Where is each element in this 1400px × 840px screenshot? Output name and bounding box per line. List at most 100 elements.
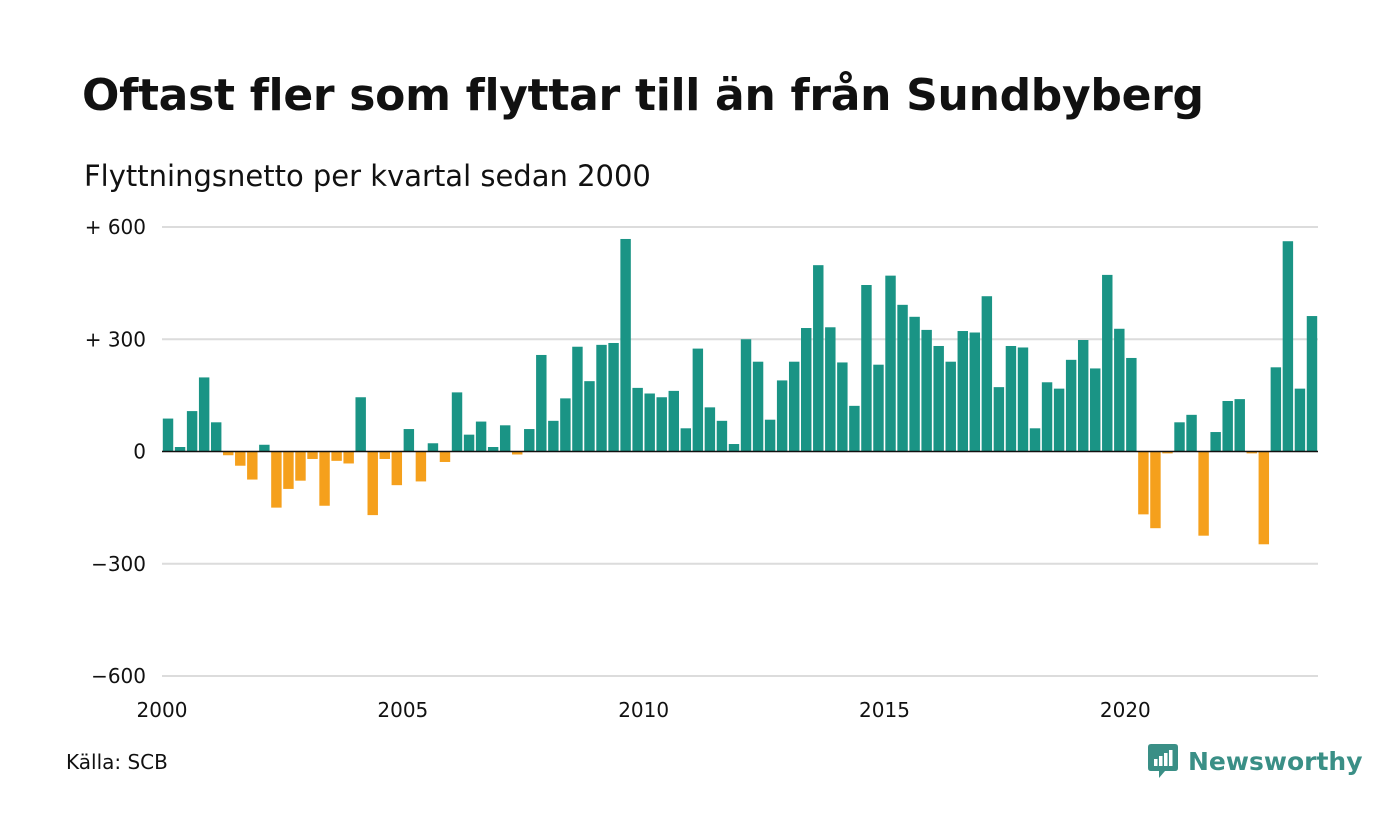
- brand-logo: Newsworthy: [1148, 744, 1363, 778]
- bar: [223, 451, 234, 456]
- bar: [1222, 400, 1233, 452]
- x-tick-label: 2000: [137, 698, 188, 722]
- bar: [1282, 241, 1294, 452]
- bar: [1102, 274, 1113, 452]
- bar: [813, 265, 824, 452]
- bar: [210, 422, 222, 452]
- bar: [198, 377, 210, 452]
- bar: [1174, 422, 1185, 452]
- bar: [1138, 451, 1149, 515]
- bar: [259, 444, 270, 452]
- bar: [235, 451, 246, 466]
- bar: [909, 316, 920, 452]
- bar: [644, 393, 655, 452]
- bar: [1294, 388, 1306, 452]
- bar: [307, 451, 318, 459]
- source-note: Källa: SCB: [66, 750, 168, 774]
- bar: [524, 429, 535, 452]
- bar: [247, 451, 258, 480]
- bar: [548, 420, 559, 452]
- bar: [560, 398, 571, 452]
- bar: [295, 451, 306, 481]
- bar: [271, 451, 282, 508]
- bar: [825, 327, 836, 452]
- bar: [1270, 367, 1282, 452]
- bar: [1029, 428, 1041, 452]
- x-axis-tick-labels: 2000 2005 2010 2015 2020: [137, 698, 1151, 722]
- bar: [596, 344, 607, 452]
- bar: [475, 421, 487, 452]
- bar: [837, 362, 848, 452]
- bars: [162, 238, 1318, 545]
- grid-lines: [162, 226, 1318, 677]
- bar: [1114, 328, 1125, 452]
- bar: [451, 392, 463, 452]
- bar: [186, 411, 198, 452]
- bar: [981, 296, 993, 452]
- x-tick-label: 2005: [377, 698, 428, 722]
- bar: [319, 451, 330, 506]
- bar: [1077, 340, 1089, 452]
- bar: [1053, 388, 1065, 452]
- y-tick-label: −300: [91, 552, 146, 576]
- bar: [921, 329, 932, 452]
- bar: [536, 354, 547, 452]
- bar: [584, 381, 595, 452]
- bar: [849, 405, 860, 452]
- bar: [355, 397, 366, 452]
- bar: [343, 451, 354, 464]
- bar: [776, 380, 788, 452]
- bar: [572, 346, 583, 452]
- bar: [692, 348, 704, 452]
- bar: [1234, 399, 1245, 452]
- bar: [656, 397, 667, 452]
- bar: [487, 447, 499, 452]
- bar: [174, 447, 186, 452]
- x-tick-label: 2020: [1100, 698, 1151, 722]
- bar: [1306, 316, 1318, 452]
- bar: [933, 345, 944, 452]
- bar: [680, 428, 692, 452]
- bar: [668, 390, 679, 452]
- bar: [427, 443, 439, 452]
- bar: [897, 304, 908, 452]
- bar: [379, 451, 390, 459]
- bar: [764, 419, 776, 452]
- chart-subtitle: Flyttningsnetto per kvartal sedan 2000: [84, 159, 651, 193]
- bar: [1198, 451, 1209, 536]
- bar: [873, 364, 884, 452]
- bar: [752, 361, 764, 452]
- y-tick-label: 0: [133, 440, 146, 464]
- bar: [993, 387, 1005, 452]
- bar: [1017, 347, 1029, 452]
- bar: [1005, 345, 1017, 452]
- y-tick-label: + 600: [85, 215, 146, 239]
- bar: [1065, 359, 1077, 452]
- bar: [331, 451, 342, 461]
- bar: [608, 342, 619, 452]
- bar: [415, 451, 427, 482]
- brand-name: Newsworthy: [1188, 746, 1363, 776]
- bar: [632, 387, 643, 452]
- chart-title: Oftast fler som flyttar till än från Sun…: [82, 70, 1204, 121]
- bar: [391, 451, 403, 486]
- bar: [801, 328, 812, 452]
- bar: [1041, 382, 1053, 452]
- newsworthy-logo-icon: [1148, 744, 1178, 778]
- bar: [1258, 451, 1270, 545]
- bar: [716, 420, 728, 452]
- bar: [403, 429, 415, 452]
- y-tick-label: + 300: [85, 327, 146, 351]
- bar: [704, 407, 716, 452]
- bar: [945, 361, 956, 452]
- bar: [788, 361, 800, 452]
- bar: [1150, 451, 1161, 529]
- bar: [740, 339, 752, 452]
- bar: [885, 275, 896, 452]
- bar: [1246, 451, 1257, 454]
- bar: [728, 444, 740, 452]
- bar: [439, 451, 451, 462]
- bar: [1210, 432, 1221, 452]
- x-tick-label: 2015: [859, 698, 910, 722]
